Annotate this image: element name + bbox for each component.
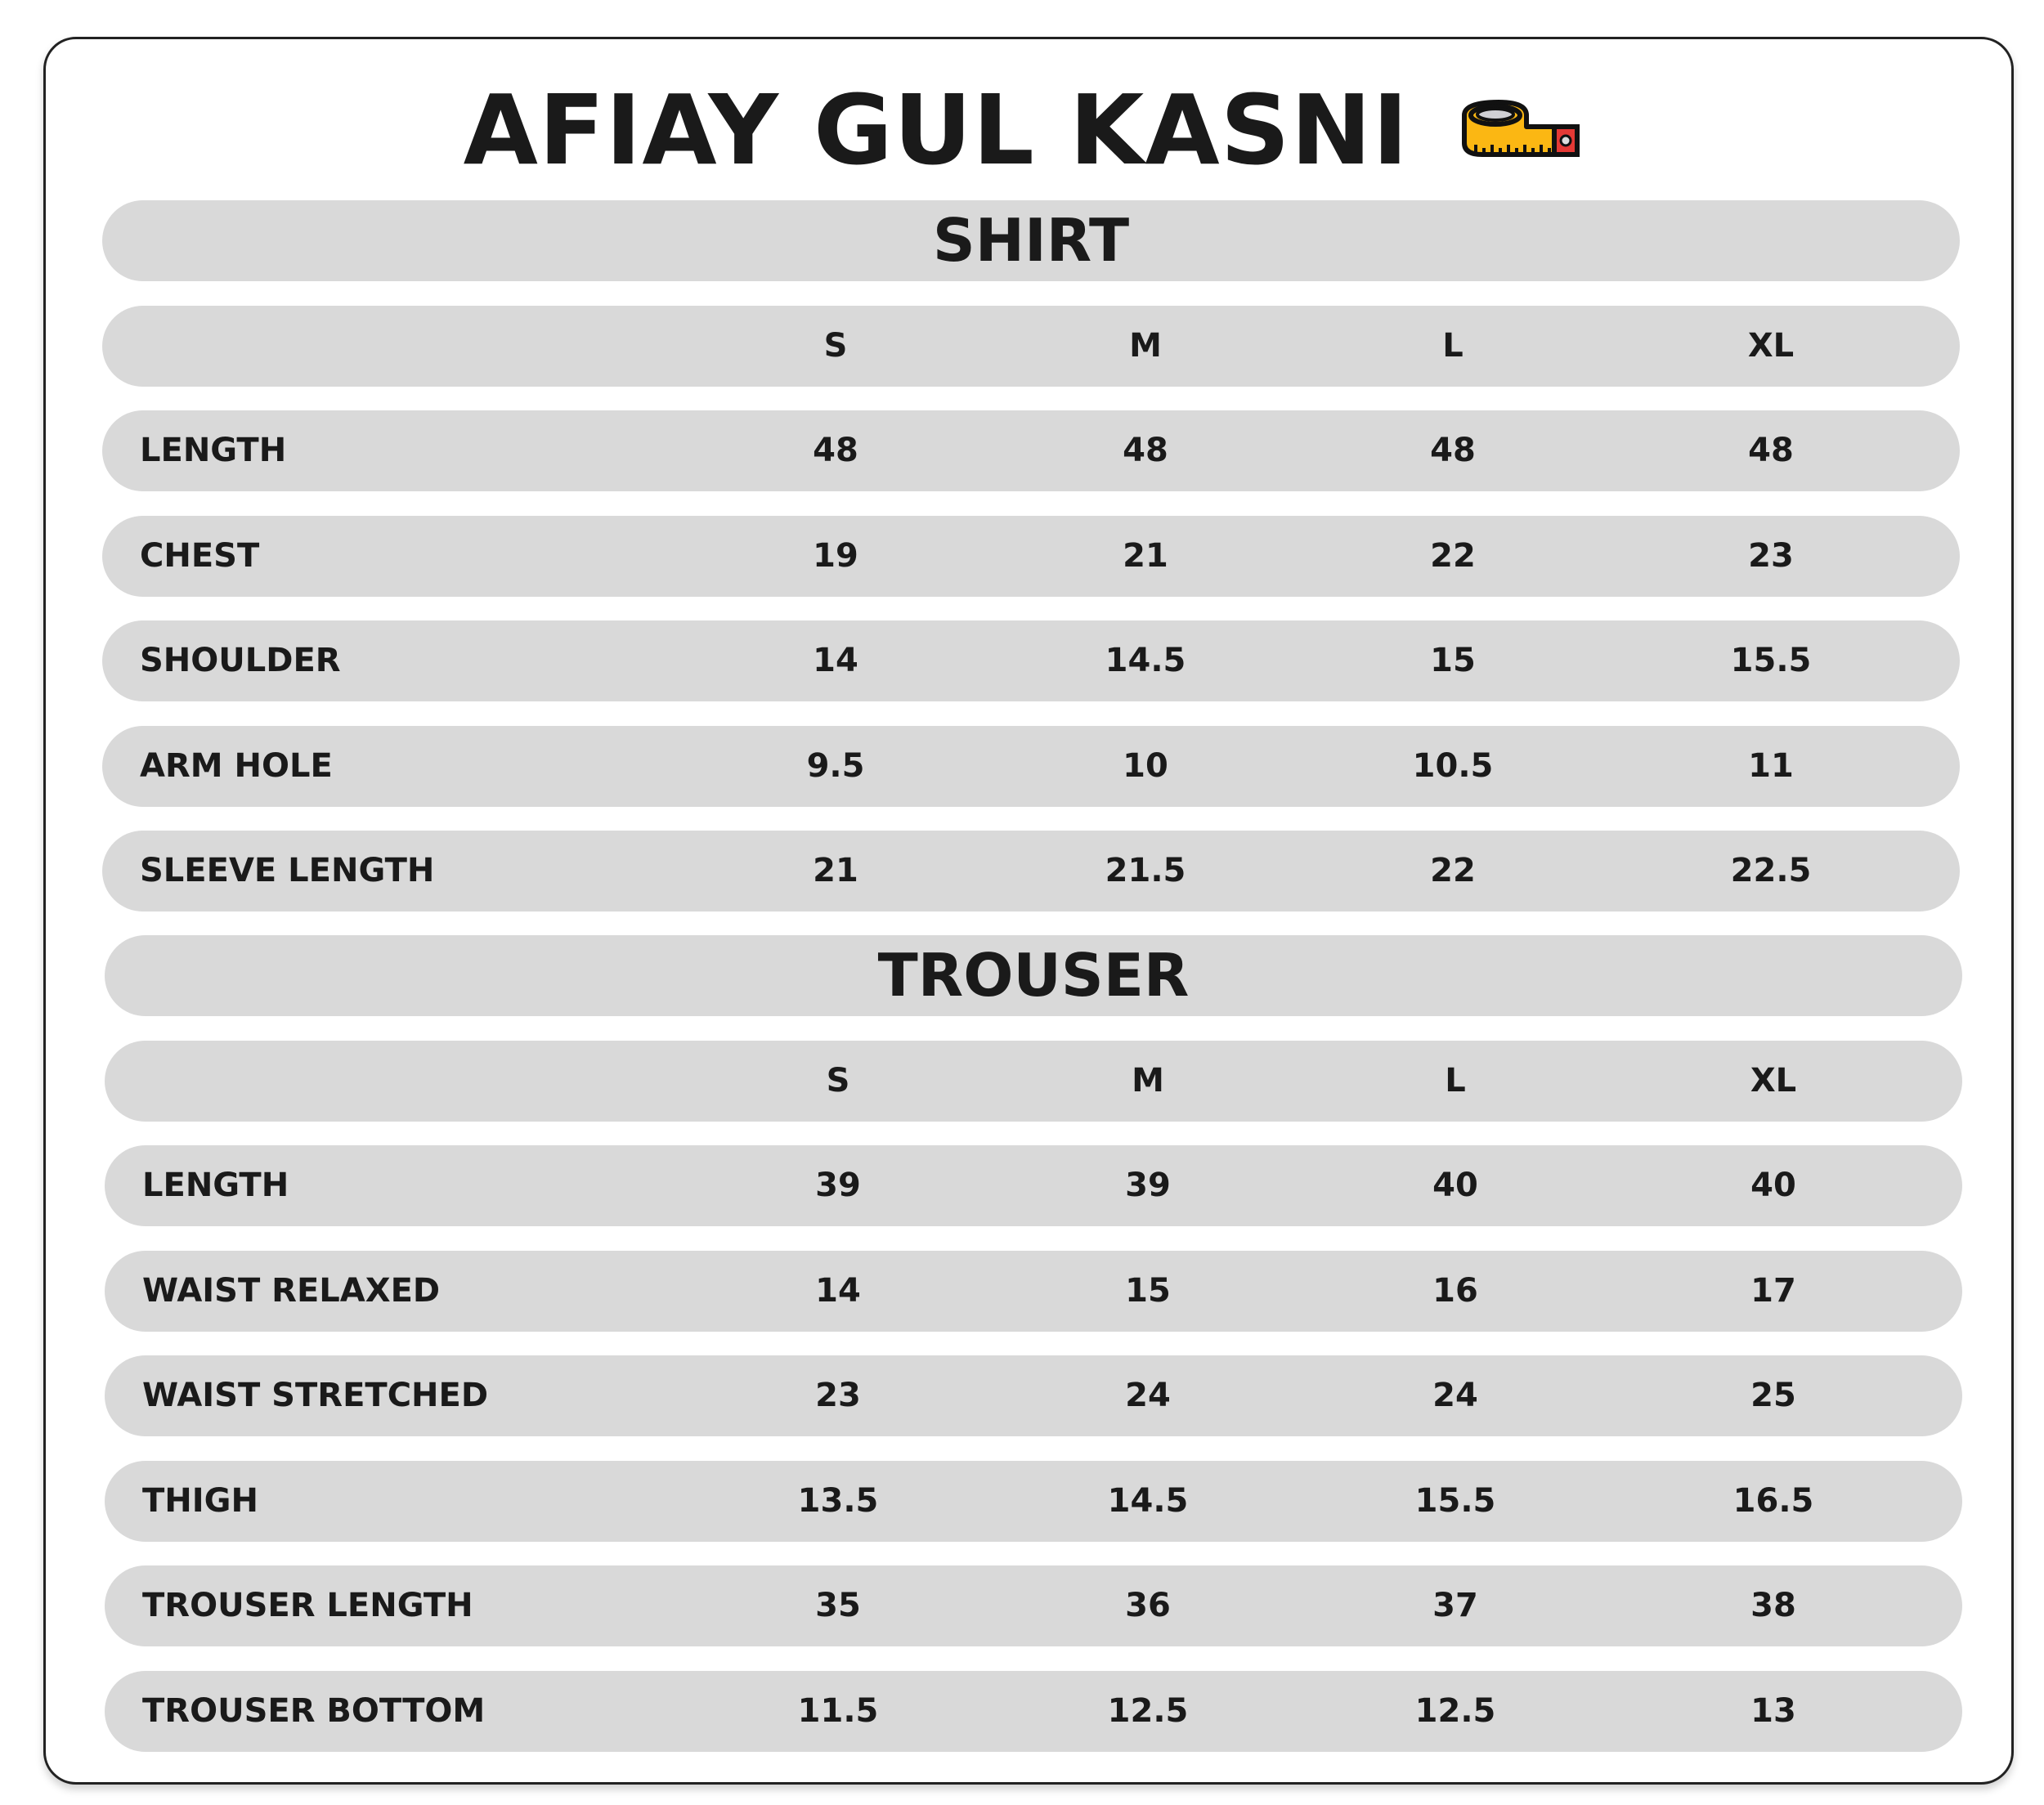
size-header-s: S	[823, 327, 848, 365]
trouser-section-heading: TROUSER	[105, 935, 1962, 1016]
trouser-size-header-row: S M L XL	[105, 1041, 1962, 1122]
measurement-value: 23	[1748, 536, 1794, 575]
measurement-value: 19	[813, 536, 858, 575]
shirt-measurement-row: SLEEVE LENGTH 21 21.5 22 22.5	[102, 831, 1960, 911]
measurement-value: 40	[1750, 1167, 1796, 1204]
measurement-value: 35	[815, 1587, 861, 1624]
measurement-label: WAIST RELAXED	[142, 1271, 441, 1310]
measuring-tape-icon	[1462, 99, 1580, 157]
trouser-measurement-row: WAIST RELAXED 14 15 16 17	[105, 1250, 1962, 1332]
title-text: AFIAY GUL KASNI	[463, 73, 1410, 186]
measurement-value: 39	[1125, 1167, 1171, 1204]
measurement-value: 9.5	[806, 746, 865, 785]
measurement-value: 15.5	[1730, 642, 1812, 679]
trouser-measurement-row: THIGH 13.5 14.5 15.5 16.5	[105, 1460, 1962, 1542]
measurement-value: 48	[813, 432, 858, 469]
measurement-value: 12.5	[1414, 1691, 1496, 1730]
trouser-measurement-row: LENGTH 39 39 40 40	[105, 1145, 1962, 1226]
measurement-value: 36	[1125, 1587, 1171, 1624]
measurement-value: 14.5	[1105, 642, 1186, 679]
size-header-l: L	[1442, 327, 1464, 365]
measurement-value: 22	[1430, 852, 1476, 889]
measurement-value: 16	[1432, 1271, 1478, 1310]
measurement-value: 15	[1430, 642, 1476, 679]
measurement-value: 11.5	[797, 1691, 879, 1730]
measurement-value: 14.5	[1107, 1481, 1189, 1520]
measurement-label: TROUSER LENGTH	[142, 1587, 473, 1624]
measurement-label: SHOULDER	[140, 642, 341, 679]
shirt-measurement-row: ARM HOLE 9.5 10 10.5 11	[102, 725, 1960, 807]
measurement-value: 22.5	[1730, 852, 1812, 889]
measurement-value: 12.5	[1107, 1691, 1189, 1730]
measurement-label: SLEEVE LENGTH	[140, 852, 435, 889]
measurement-value: 14	[815, 1271, 861, 1310]
trouser-measurement-row: WAIST STRETCHED 23 24 24 25	[105, 1355, 1962, 1436]
size-header-l: L	[1445, 1062, 1466, 1100]
size-header-s: S	[826, 1062, 850, 1100]
measurement-value: 16.5	[1732, 1481, 1814, 1520]
measurement-label: CHEST	[140, 536, 260, 575]
measurement-value: 24	[1125, 1377, 1171, 1414]
measurement-value: 14	[813, 642, 858, 679]
measurement-value: 25	[1750, 1377, 1796, 1414]
measurement-value: 13.5	[797, 1481, 879, 1520]
shirt-measurement-row: SHOULDER 14 14.5 15 15.5	[102, 620, 1960, 701]
measurement-value: 15	[1125, 1271, 1171, 1310]
measurement-value: 48	[1123, 432, 1168, 469]
shirt-measurement-row: LENGTH 48 48 48 48	[102, 410, 1960, 491]
size-header-m: M	[1132, 1062, 1164, 1100]
trouser-measurement-row: TROUSER BOTTOM 11.5 12.5 12.5 13	[105, 1670, 1962, 1752]
measurement-label: WAIST STRETCHED	[142, 1377, 489, 1414]
measurement-label: LENGTH	[142, 1167, 289, 1204]
measurement-value: 22	[1430, 536, 1476, 575]
measurement-value: 21	[813, 852, 858, 889]
measurement-value: 48	[1430, 432, 1476, 469]
measurement-value: 10.5	[1412, 746, 1494, 785]
measurement-value: 21	[1123, 536, 1168, 575]
measurement-value: 23	[815, 1377, 861, 1414]
measurement-value: 11	[1748, 746, 1794, 785]
measurement-value: 40	[1432, 1167, 1478, 1204]
page-title: AFIAY GUL KASNI	[0, 65, 2044, 187]
measurement-label: THIGH	[142, 1481, 258, 1520]
measurement-value: 38	[1750, 1587, 1796, 1624]
measurement-value: 37	[1432, 1587, 1478, 1624]
measurement-value: 10	[1123, 746, 1168, 785]
shirt-measurement-row: CHEST 19 21 22 23	[102, 515, 1960, 597]
measurement-value: 13	[1750, 1691, 1796, 1730]
measurement-value: 21.5	[1105, 852, 1186, 889]
measurement-value: 17	[1750, 1271, 1796, 1310]
measurement-value: 15.5	[1414, 1481, 1496, 1520]
measurement-value: 39	[815, 1167, 861, 1204]
size-header-xl: XL	[1750, 1062, 1797, 1100]
trouser-measurement-row: TROUSER LENGTH 35 36 37 38	[105, 1565, 1962, 1646]
shirt-section-heading: SHIRT	[102, 200, 1960, 281]
measurement-value: 24	[1432, 1377, 1478, 1414]
measurement-label: ARM HOLE	[140, 746, 333, 785]
measurement-value: 48	[1748, 432, 1794, 469]
measurement-label: TROUSER BOTTOM	[142, 1691, 486, 1730]
size-header-m: M	[1129, 327, 1162, 365]
size-header-xl: XL	[1747, 327, 1795, 365]
shirt-size-header-row: S M L XL	[102, 306, 1960, 387]
measurement-label: LENGTH	[140, 432, 287, 469]
